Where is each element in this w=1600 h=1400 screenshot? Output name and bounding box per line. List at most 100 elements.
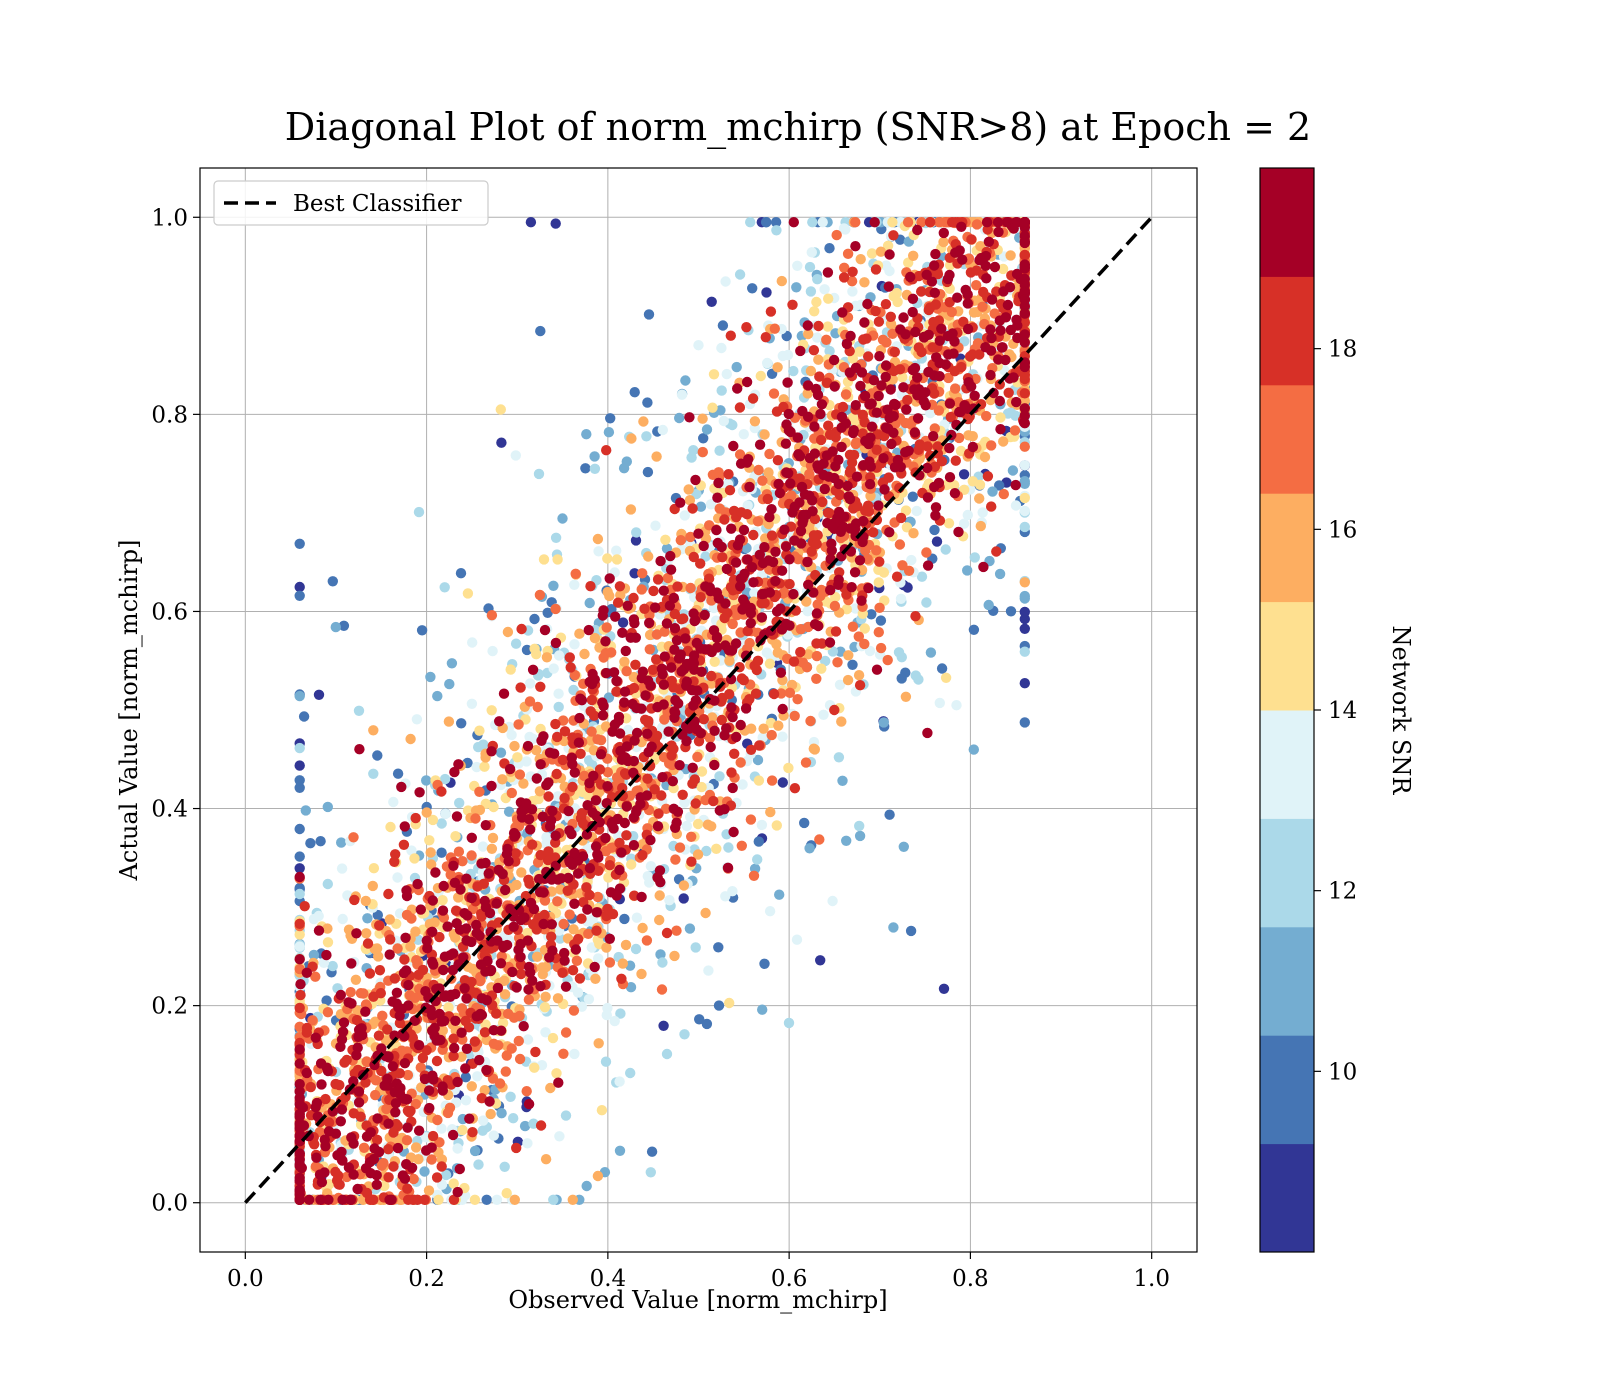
scatter-point [645,834,656,846]
scatter-point [510,450,521,461]
scatter-point [449,766,460,778]
scatter-point [837,401,849,413]
scatter-point [521,1086,532,1097]
scatter-point [792,694,803,705]
scatter-point [413,969,424,980]
scatter-point [428,959,439,970]
scatter-point [772,362,783,373]
scatter-point [1010,500,1022,511]
scatter-point [717,320,729,331]
scatter-point [892,296,903,308]
scatter-point [936,456,948,467]
scatter-point [454,1163,465,1175]
scatter-point [908,250,919,261]
scatter-point [552,554,563,565]
scatter-point [764,448,775,460]
scatter-point [987,486,998,497]
scatter-point [469,1036,481,1047]
scatter-point [761,217,772,228]
scatter-point [300,805,311,816]
scatter-point [842,674,854,686]
scatter-point [925,217,936,228]
scatter-point [690,942,701,953]
scatter-point [514,769,526,780]
scatter-point [637,850,648,861]
scatter-point [874,351,885,362]
scatter-point [695,501,707,512]
scatter-point [741,322,752,333]
scatter-point [294,941,305,952]
scatter-point [374,920,385,931]
scatter-point [969,390,980,401]
scatter-point [1019,593,1030,604]
scatter-point [537,811,548,822]
scatter-point [570,568,581,579]
scatter-point [467,1127,478,1138]
scatter-point [675,535,686,546]
scatter-point [914,439,925,450]
scatter-point [651,451,662,462]
scatter-point [550,532,562,543]
scatter-point [560,981,572,992]
scatter-point [579,648,590,660]
scatter-point [779,524,790,535]
scatter-point [713,593,724,604]
scatter-point [768,388,780,399]
scatter-point [789,710,800,722]
scatter-point [535,325,546,337]
scatter-point [958,518,970,529]
scatter-point [323,1117,335,1128]
scatter-point [425,847,436,858]
scatter-point [868,375,880,386]
scatter-point [505,664,516,675]
scatter-point [786,679,798,691]
scatter-point [620,645,631,657]
scatter-point [466,850,477,861]
scatter-point [736,840,747,851]
scatter-point [692,751,703,763]
scatter-point [971,219,983,230]
scatter-point [548,663,559,674]
scatter-point [978,286,989,298]
scatter-point [905,925,917,937]
scatter-point [534,589,546,601]
scatter-point [833,752,845,763]
scatter-point [353,705,365,716]
scatter-point [755,370,766,382]
scatter-point [629,568,640,579]
scatter-point [414,787,425,798]
scatter-point [661,1048,673,1060]
scatter-point [436,1123,447,1134]
scatter-point [721,368,732,380]
scatter-point [548,1194,559,1206]
scatter-point [931,536,943,547]
scatter-point [586,694,598,706]
scatter-point [752,754,764,766]
scatter-point [339,1057,350,1068]
scatter-point [824,243,835,254]
scatter-point [501,1050,512,1061]
scatter-point [670,854,681,865]
scatter-point [491,898,502,909]
scatter-point [757,1004,768,1015]
scatter-point [804,843,815,854]
scatter-point [582,904,593,915]
scatter-point [735,757,746,768]
scatter-point [353,1086,365,1097]
scatter-point [711,843,722,854]
scatter-point [974,493,985,504]
scatter-point [832,657,843,668]
scatter-point [550,218,561,229]
scatter-point [620,939,632,951]
scatter-point [768,688,780,700]
scatter-point [527,975,538,986]
scatter-point [966,234,977,245]
scatter-point [773,478,784,490]
scatter-point [1002,299,1014,311]
scatter-point [343,1162,355,1173]
scatter-point [792,260,803,271]
scatter-point [501,1188,512,1199]
scatter-point [716,385,727,396]
scatter-point [724,997,735,1009]
